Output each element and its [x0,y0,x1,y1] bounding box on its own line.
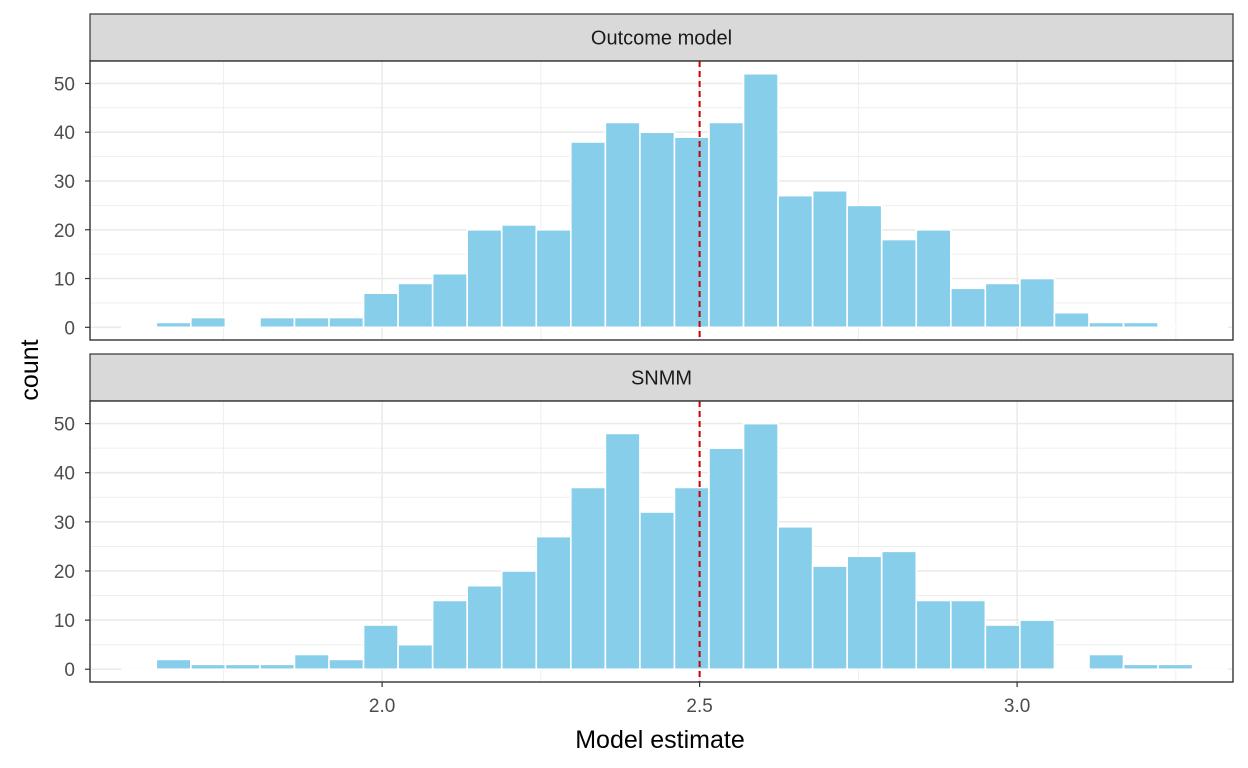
histogram-bar [328,316,365,329]
panel-border [89,60,1234,341]
y-tick-label: 20 [54,562,75,583]
histogram-bar [535,535,572,671]
y-tick-label: 0 [64,660,75,681]
histogram-bar [1053,311,1090,329]
histogram-bar [120,326,158,329]
histogram-bar [1191,326,1228,329]
y-tick-label: 0 [64,318,75,339]
histogram-bar [604,121,641,329]
histogram-bar [708,121,745,329]
y-tick-label: 50 [54,415,75,436]
histogram-bar [950,599,987,671]
histogram-bar [846,555,883,671]
panels: Outcome model 0 10 20 30 40 50 SNMM 0 10 20 30 40 50 2… [54,13,1234,717]
histogram-bar [1088,321,1125,329]
histogram-bar [673,486,710,671]
histogram-bar [915,599,952,671]
facet-strip [89,353,1234,402]
y-tick-label: 10 [54,611,75,632]
facet-strip-label: SNMM [631,368,692,390]
histogram-bar [362,292,399,329]
histogram-bar [984,282,1021,329]
histogram-bar [259,316,296,329]
histogram-bar [190,316,227,329]
histogram-bar [500,570,538,671]
facet-strip [89,13,1234,62]
panel-border [89,400,1234,683]
histogram-bar [293,316,330,329]
histogram-bar [777,525,814,671]
histogram-bar [880,550,918,671]
histogram-bar [120,668,158,671]
histogram-bar [639,511,676,671]
histogram-bar [742,422,779,671]
histogram-bar [984,624,1021,671]
histogram-bar [1088,653,1125,671]
facet-strip-label: Outcome model [591,28,732,50]
facet-panel: Outcome model 0 10 20 30 40 50 [54,13,1234,341]
histogram-bar [328,658,365,671]
histogram-bar [639,131,676,329]
y-tick-label: 50 [54,74,75,95]
histogram-bar [846,204,883,329]
histogram-bar [1157,663,1194,671]
histogram-bar [293,653,330,671]
histogram-bar [155,658,192,671]
histogram-bar [1019,277,1056,329]
histogram-bar [431,599,468,671]
histogram-bar [1191,668,1228,671]
histogram-bar [362,624,399,671]
histogram-bar [466,228,503,329]
histogram-bar [259,663,296,671]
histogram-bar [1122,321,1159,329]
histogram-bar [950,287,987,329]
facet-panel: SNMM 0 10 20 30 40 50 2.0 2.5 3.0 [54,353,1234,717]
x-tick-label: 2.0 [369,696,395,717]
histogram-bar [915,228,952,329]
histogram-bar [777,194,814,329]
histogram-bar [742,72,779,329]
histogram-bar [431,272,468,329]
y-tick-label: 40 [54,123,75,144]
histogram-bar [1053,668,1090,671]
x-axis-title: Model estimate [575,726,745,754]
histogram-bar [155,321,192,329]
histogram-bar [224,663,261,671]
histogram-bar [397,643,434,671]
histogram-bar [708,447,745,671]
histogram-bar [466,584,503,671]
histogram-bar [190,663,227,671]
y-axis-title: count [16,339,44,400]
y-tick-label: 30 [54,172,75,193]
histogram-bar [604,432,641,671]
histogram-bar [500,224,538,329]
y-tick-label: 30 [54,513,75,534]
y-tick-label: 10 [54,270,75,291]
x-tick-label: 2.5 [686,696,712,717]
histogram-bar [1122,663,1159,671]
histogram-bar [1019,619,1056,671]
histogram-bar [880,238,918,329]
histogram-bar [570,486,607,671]
x-tick-label: 3.0 [1004,696,1030,717]
histogram-bar [673,136,710,329]
histogram-bar [224,326,261,329]
histogram-bar [570,141,607,329]
histogram-bar [811,565,848,671]
histogram-bar [397,282,434,329]
y-tick-label: 40 [54,464,75,485]
y-tick-label: 20 [54,221,75,242]
histogram-bar [535,228,572,329]
histogram-bar [811,189,848,329]
histogram-bar [1157,326,1194,329]
